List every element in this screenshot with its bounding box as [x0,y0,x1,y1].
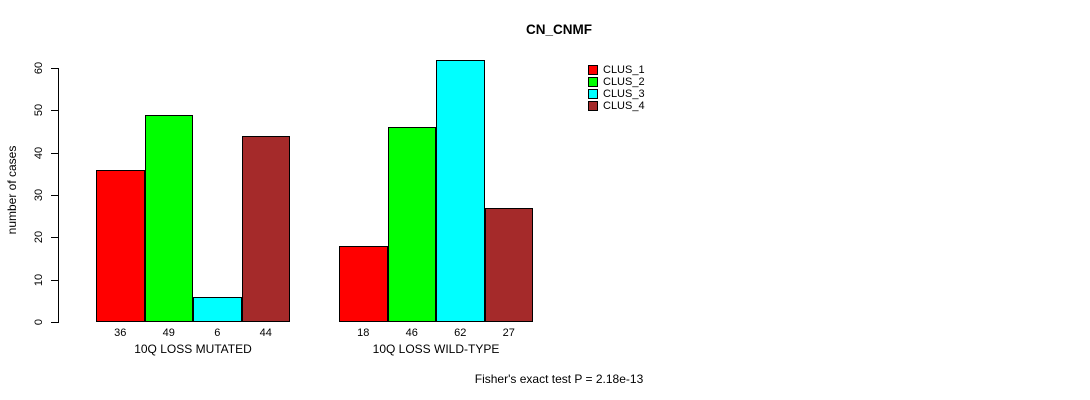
legend: CLUS_1 CLUS_2 CLUS_3 CLUS_4 [588,64,645,112]
bar [144,114,193,322]
bar-value-label: 36 [114,327,127,339]
y-axis-tick-label: 10 [33,273,45,286]
y-axis-tick [51,110,58,112]
y-axis-tick [51,68,58,69]
bar-value-label: 44 [259,327,272,339]
y-axis-line [58,68,59,323]
y-axis-tick [51,237,58,239]
bar-value-label: 6 [214,327,221,339]
legend-swatch [588,101,598,111]
bar [436,59,485,322]
bar [193,296,242,322]
bar-value-label: 27 [502,327,515,339]
legend-item: CLUS_1 [588,64,645,76]
bar [339,245,388,322]
y-axis-tick-label: 50 [33,104,45,117]
legend-item: CLUS_3 [588,88,645,100]
chart-title: CN_CNMF [526,22,592,37]
bar [387,127,436,322]
y-axis-label: number of cases [5,145,19,235]
bar-value-label: 18 [357,327,370,339]
bar [484,207,533,322]
y-axis-tick [51,322,58,323]
pvalue-annotation: Fisher's exact test P = 2.18e-13 [474,372,644,386]
group-label: 10Q LOSS WILD-TYPE [372,342,500,356]
legend-label: CLUS_3 [603,88,645,100]
bar [241,135,290,322]
y-axis-tick-label: 30 [33,188,45,202]
y-axis-tick-label: 60 [33,61,45,75]
legend-item: CLUS_2 [588,76,645,88]
legend-swatch [588,65,598,75]
bar-value-label: 62 [454,327,467,339]
y-axis-tick [51,152,58,154]
bar-value-label: 46 [405,327,418,339]
y-axis-tick-label: 40 [33,146,45,159]
y-axis-tick [51,195,58,196]
legend-label: CLUS_4 [603,100,645,112]
bar-value-label: 49 [162,327,175,339]
legend-swatch [588,89,598,99]
legend-label: CLUS_1 [603,64,645,76]
legend-swatch [588,77,598,87]
y-axis-tick-label: 0 [33,318,45,326]
y-axis-tick-label: 20 [33,231,45,244]
group-label: 10Q LOSS MUTATED [134,342,252,356]
y-axis-tick [51,279,58,281]
legend-label: CLUS_2 [603,76,645,88]
legend-item: CLUS_4 [588,100,645,112]
bar [96,169,145,322]
